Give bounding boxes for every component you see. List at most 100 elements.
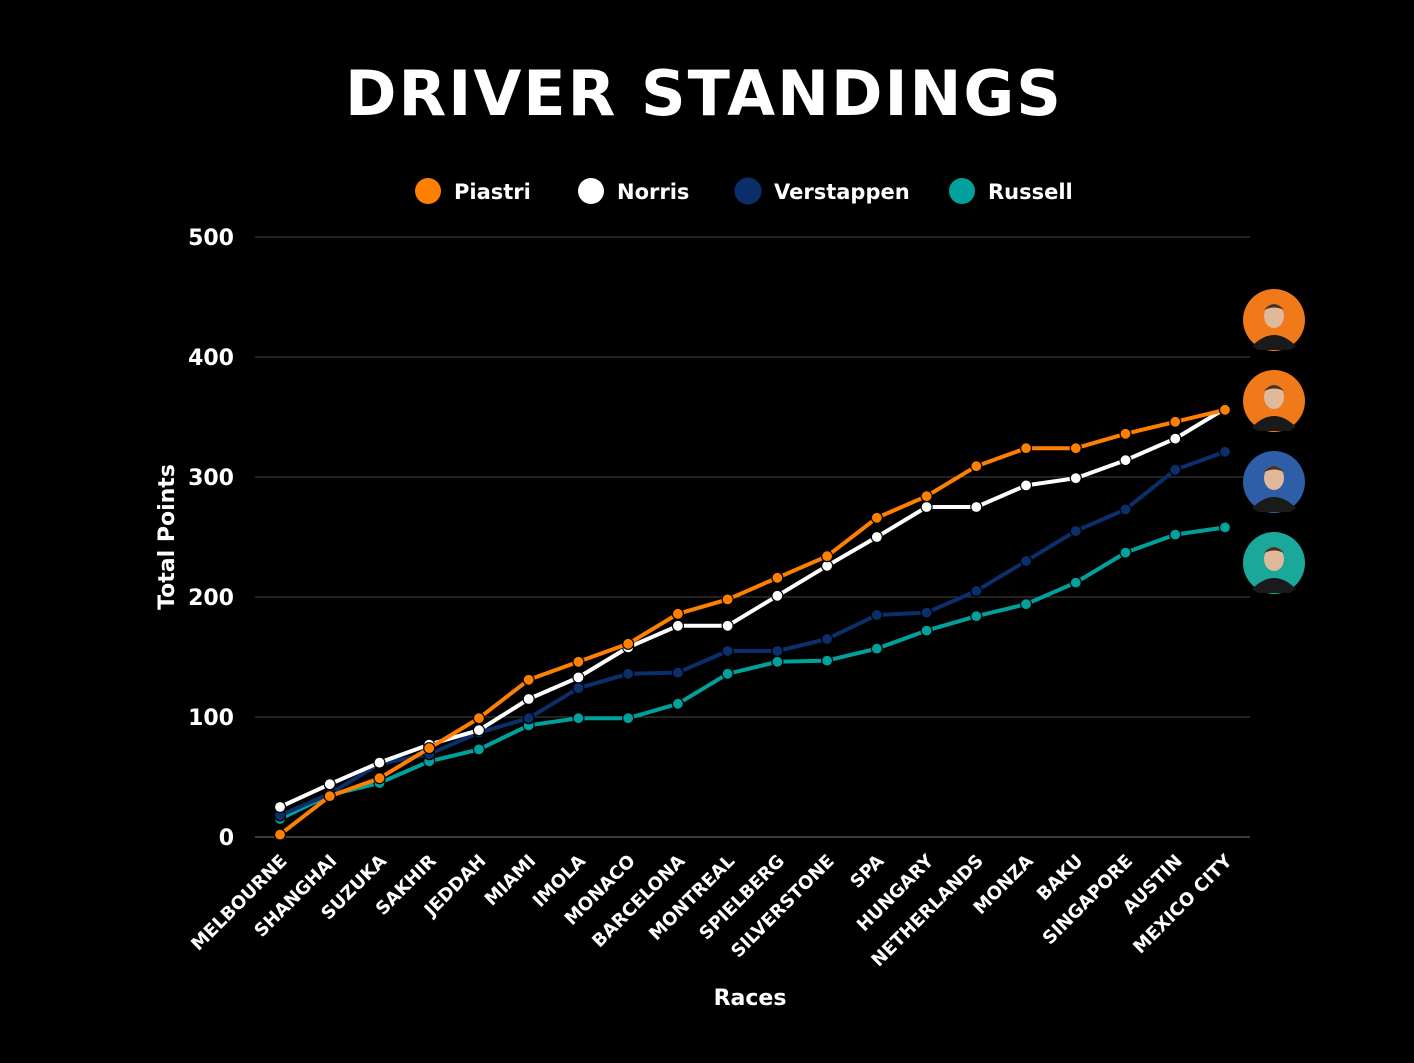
legend-item-norris: Norris bbox=[578, 178, 689, 204]
driver-face-icon bbox=[1264, 385, 1284, 409]
data-point bbox=[721, 644, 734, 658]
data-point bbox=[721, 667, 734, 680]
legend-item-verstappen: Verstappen bbox=[734, 177, 910, 205]
legend-swatch bbox=[734, 177, 762, 205]
avatar-piastri bbox=[1243, 370, 1305, 432]
data-point bbox=[920, 500, 933, 514]
data-point bbox=[771, 644, 784, 658]
avatar-verstappen bbox=[1243, 451, 1305, 513]
data-point bbox=[323, 790, 336, 803]
driver-face-icon bbox=[1264, 547, 1284, 571]
data-point bbox=[273, 800, 287, 814]
data-point bbox=[472, 712, 486, 725]
data-point bbox=[771, 571, 784, 584]
driver-hair-icon bbox=[1264, 385, 1284, 391]
series-line bbox=[278, 407, 1226, 837]
data-point bbox=[1019, 442, 1033, 455]
data-point bbox=[522, 692, 535, 706]
driver-face-icon bbox=[1264, 304, 1284, 328]
data-point bbox=[1019, 554, 1033, 568]
data-point bbox=[1218, 445, 1232, 458]
series-line bbox=[279, 525, 1226, 821]
y-axis-label: Total Points bbox=[155, 464, 180, 610]
data-point bbox=[771, 655, 784, 668]
driver-avatar-icon bbox=[1252, 578, 1296, 593]
data-point bbox=[273, 828, 287, 841]
data-point bbox=[1169, 528, 1182, 541]
data-point bbox=[373, 772, 386, 785]
data-point bbox=[1019, 479, 1033, 492]
driver-avatar-icon bbox=[1252, 335, 1296, 350]
data-point bbox=[920, 624, 933, 637]
legend-swatch bbox=[578, 178, 604, 204]
data-point bbox=[373, 756, 386, 769]
data-point bbox=[1069, 524, 1082, 538]
data-point bbox=[622, 667, 635, 680]
y-tick-label: 0 bbox=[219, 826, 234, 851]
driver-hair-icon bbox=[1264, 466, 1284, 472]
data-point bbox=[721, 619, 734, 632]
legend-label: Piastri bbox=[454, 180, 531, 204]
data-point bbox=[522, 712, 535, 725]
y-axis-ticks: 0 100 200 300 400 500 bbox=[188, 226, 234, 851]
data-point bbox=[870, 642, 883, 655]
data-point bbox=[1119, 454, 1132, 467]
data-point bbox=[572, 671, 585, 684]
data-point bbox=[821, 550, 834, 563]
legend-label: Verstappen bbox=[774, 180, 910, 204]
data-point bbox=[1119, 546, 1132, 559]
data-point bbox=[1119, 503, 1132, 516]
driver-face-icon bbox=[1264, 466, 1284, 490]
data-point bbox=[970, 500, 983, 514]
y-tick-label: 200 bbox=[188, 586, 234, 611]
legend: Piastri Norris Verstappen Russell bbox=[415, 177, 1073, 205]
y-tick-label: 400 bbox=[188, 346, 234, 371]
data-point bbox=[522, 673, 535, 686]
data-point bbox=[920, 490, 933, 503]
data-point bbox=[472, 743, 486, 756]
legend-label: Norris bbox=[617, 180, 689, 204]
data-point bbox=[1069, 576, 1082, 589]
data-point bbox=[1069, 442, 1082, 455]
avatar-russell bbox=[1243, 532, 1305, 594]
driver-avatar-icon bbox=[1252, 497, 1296, 512]
data-point bbox=[870, 530, 883, 544]
legend-item-piastri: Piastri bbox=[415, 178, 531, 204]
y-tick-label: 100 bbox=[188, 706, 234, 731]
data-point bbox=[870, 608, 883, 622]
data-point bbox=[1169, 463, 1182, 476]
data-point bbox=[671, 607, 684, 620]
avatar-layer bbox=[1243, 289, 1305, 594]
data-point bbox=[572, 655, 585, 668]
data-point bbox=[920, 606, 933, 619]
legend-swatch bbox=[949, 178, 975, 204]
data-point bbox=[771, 589, 784, 602]
data-point bbox=[821, 654, 834, 667]
data-point bbox=[970, 584, 983, 598]
data-point bbox=[572, 712, 585, 725]
y-tick-label: 300 bbox=[188, 466, 234, 491]
data-point bbox=[970, 460, 983, 473]
data-point bbox=[671, 666, 684, 679]
data-point bbox=[870, 511, 883, 524]
data-point bbox=[1169, 415, 1182, 428]
legend-label: Russell bbox=[988, 180, 1073, 204]
data-point bbox=[970, 610, 983, 623]
data-point bbox=[1218, 521, 1232, 534]
driver-hair-icon bbox=[1264, 304, 1284, 310]
data-point bbox=[423, 742, 436, 755]
chart-title: DRIVER STANDINGS bbox=[345, 57, 1063, 130]
data-point bbox=[572, 682, 585, 695]
y-tick-label: 500 bbox=[188, 226, 234, 251]
series-russell bbox=[273, 521, 1232, 826]
x-axis-label: Races bbox=[714, 986, 787, 1011]
data-point bbox=[1069, 472, 1082, 485]
data-point bbox=[1119, 427, 1132, 440]
avatar-norris bbox=[1243, 289, 1305, 351]
data-point bbox=[1218, 403, 1232, 416]
data-point bbox=[671, 619, 684, 632]
data-point bbox=[323, 778, 336, 791]
data-point bbox=[1019, 598, 1033, 611]
data-point bbox=[622, 712, 635, 725]
